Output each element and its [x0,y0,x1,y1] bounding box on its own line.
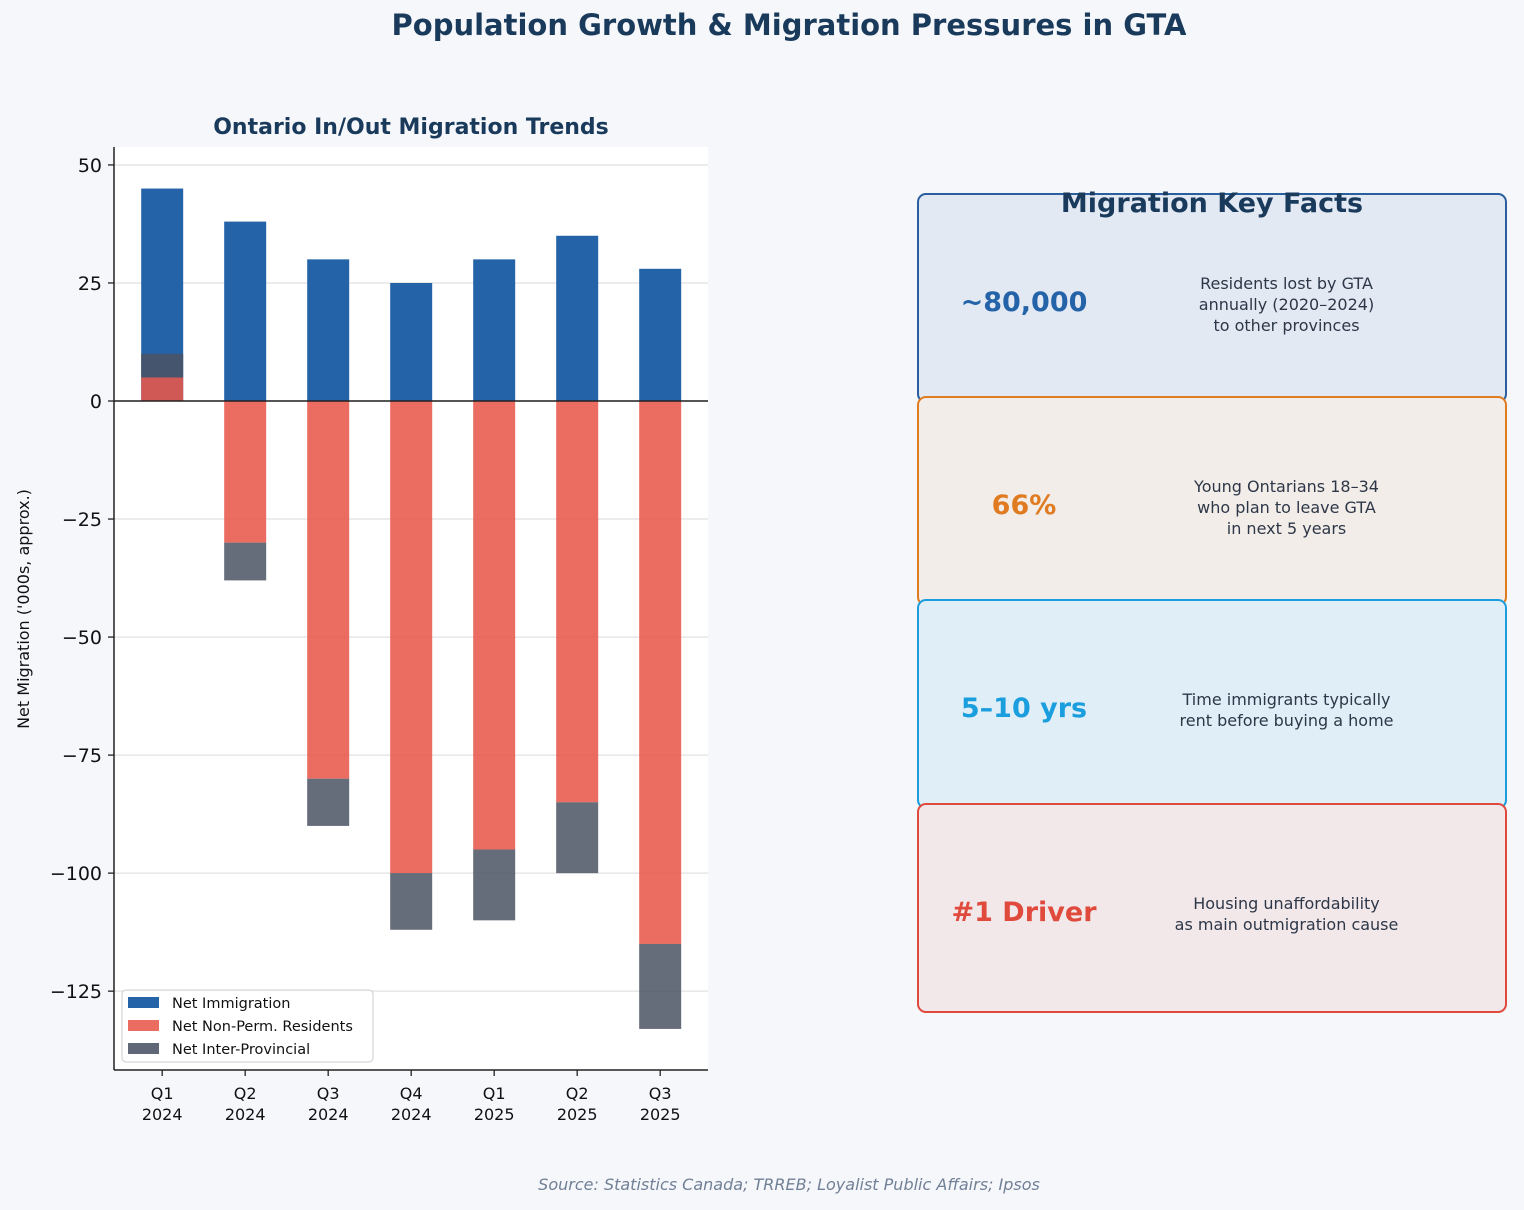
x-tick-label: Q3 [317,1084,340,1103]
y-tick-label: 0 [90,391,102,413]
x-tick-label: Q1 [483,1084,506,1103]
y-tick-label: −125 [50,981,102,1003]
bar-net-non-perm-residents [141,377,184,402]
fact-value: #1 Driver [951,897,1097,928]
y-ticks: 50 25 0 −25 −50 −75 −100 −125 [50,155,114,1003]
fact-description: Housing unaffordability as main outmigra… [1174,894,1399,934]
x-tick-label: 2024 [142,1105,183,1124]
x-tick-label: Q1 [151,1084,174,1103]
fact-card-residents-lost: ~80,000 Residents lost by GTA annually (… [917,193,1507,403]
bar-net-immigration [390,282,433,402]
fact-card-main-driver: #1 Driver Housing unaffordability as mai… [917,803,1507,1013]
page-title: Population Growth & Migration Pressures … [391,8,1187,42]
fact-card-rent-duration: 5–10 yrs Time immigrants typically rent … [917,599,1507,809]
legend-swatch [128,997,159,1008]
x-tick-label: Q4 [400,1084,423,1103]
fact-description: Young Ontarians 18–34 who plan to leave … [1194,477,1379,538]
bar-net-inter-provincial [224,542,267,581]
x-tick-label: Q2 [566,1084,589,1103]
bar-net-non-perm-residents [473,401,516,850]
bar-net-immigration [307,259,350,402]
bar-net-inter-provincial [556,802,599,874]
y-tick-label: −75 [62,745,102,767]
bar-net-inter-provincial [307,778,350,826]
bar-net-immigration [473,259,516,402]
fact-description: Time immigrants typically rent before bu… [1179,690,1394,730]
bars [141,188,682,1029]
bar-net-non-perm-residents [390,401,433,874]
x-tick-label: Q3 [649,1084,672,1103]
legend-label: Net Inter-Provincial [172,1042,310,1058]
x-tick-label: 2025 [474,1105,515,1124]
legend: Net Immigration Net Non-Perm. Residents Ne… [121,989,374,1063]
bar-net-non-perm-residents [224,401,267,543]
y-tick-label: −50 [62,627,102,649]
fact-value: 66% [991,490,1057,521]
bar-net-non-perm-residents [639,401,682,944]
legend-label: Net Non-Perm. Residents [172,1019,353,1035]
bar-net-non-perm-residents [556,401,599,803]
x-tick-label: 2025 [640,1105,681,1124]
bar-net-inter-provincial [639,943,682,1029]
y-tick-label: 25 [78,273,102,295]
fact-card-young-leaving: 66% Young Ontarians 18–34 who plan to le… [917,396,1507,606]
bar-net-immigration [639,268,682,402]
legend-label: Net Immigration [172,996,290,1012]
x-tick-label: 2024 [391,1105,432,1124]
x-ticks: Q1 2024 Q2 2024 Q3 2024 Q4 2024 Q1 2025 Q2 2025 Q3 20… [142,1070,681,1124]
bar-net-immigration [224,221,267,402]
fact-value: 5–10 yrs [960,693,1088,724]
source-note: Source: Statistics Canada; TRREB; Loyali… [538,1175,1040,1194]
bar-net-non-perm-residents [307,401,350,779]
legend-box [121,989,374,1063]
bar-net-inter-provincial [390,873,433,930]
x-tick-label: 2024 [308,1105,349,1124]
bar-net-immigration [556,235,599,402]
y-tick-label: −25 [62,509,102,531]
chart-title: Ontario In/Out Migration Trends [213,115,609,140]
x-tick-label: Q2 [234,1084,257,1103]
bar-net-inter-provincial [473,849,516,921]
y-tick-label: 50 [78,155,102,177]
legend-swatch [128,1043,159,1054]
y-tick-label: −100 [50,863,102,885]
x-tick-label: 2024 [225,1105,266,1124]
migration-chart: 50 25 0 −25 −50 −75 −100 −125 Q1 2024 Q2 2024 Q3 202… [14,115,708,1124]
fact-value: ~80,000 [960,287,1088,318]
bar-net-inter-provincial [141,353,184,378]
fact-description: Residents lost by GTA annually (2020–202… [1198,274,1375,335]
legend-swatch [128,1020,159,1031]
y-axis-label: Net Migration ('000s, approx.) [14,489,33,729]
facts-title: Migration Key Facts [1060,188,1364,219]
x-tick-label: 2025 [557,1105,598,1124]
